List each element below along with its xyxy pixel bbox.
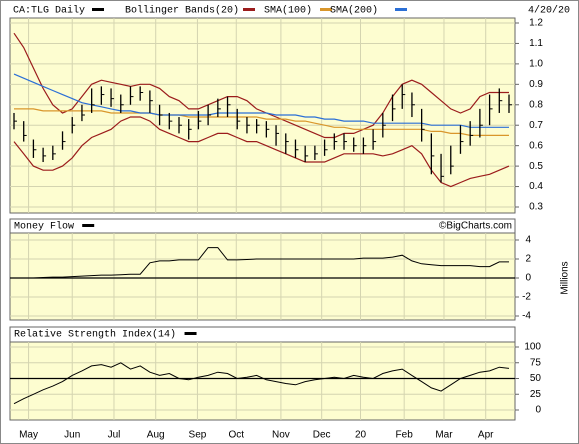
x-tick-label: Apr xyxy=(478,430,494,441)
panel-title: Money Flow xyxy=(14,221,74,233)
x-tick-label: Dec xyxy=(313,430,331,441)
plot-area xyxy=(9,17,516,214)
x-tick-label: May xyxy=(19,430,38,441)
y-tick-label: 25 xyxy=(530,389,542,400)
legend-swatch xyxy=(82,224,95,227)
chart-title: CA:TLG Daily xyxy=(13,5,85,17)
legend-label: SMA(100) xyxy=(264,5,312,17)
legend-swatch xyxy=(184,332,197,335)
y-tick-label: 1.0 xyxy=(529,59,543,70)
legend-swatch xyxy=(243,8,255,11)
legend-swatch xyxy=(395,8,407,11)
x-tick-label: 20 xyxy=(355,430,367,441)
sma-line xyxy=(14,108,509,136)
y-tick-label: -4 xyxy=(522,311,531,322)
y-axis-label: Millions xyxy=(560,261,571,294)
x-tick-label: Oct xyxy=(228,430,244,441)
y-tick-label: 4 xyxy=(525,235,531,246)
y-tick-label: 0.5 xyxy=(529,161,543,172)
y-tick-label: 75 xyxy=(530,357,542,368)
y-tick-label: 0 xyxy=(535,405,541,416)
source-note: ©BigCharts.com xyxy=(439,221,512,232)
y-tick-label: 1.2 xyxy=(529,18,543,29)
x-tick-label: Sep xyxy=(189,430,207,441)
legend-swatch xyxy=(320,8,332,11)
x-tick-label: Nov xyxy=(272,430,290,441)
y-tick-label: 2 xyxy=(525,254,531,265)
y-tick-label: 0.4 xyxy=(529,181,543,192)
y-tick-label: -2 xyxy=(522,292,531,303)
sma-line xyxy=(13,73,509,128)
legend-swatch xyxy=(92,8,104,11)
chart-date: 4/20/20 xyxy=(528,5,570,17)
legend-label: Bollinger Bands(20) xyxy=(125,5,239,17)
y-tick-label: 0.8 xyxy=(529,99,543,110)
y-tick-label: 50 xyxy=(530,373,542,384)
plot-area xyxy=(9,341,516,421)
y-tick-label: 0.6 xyxy=(529,140,543,151)
plot-area xyxy=(9,232,516,321)
x-tick-label: Jun xyxy=(64,430,80,441)
y-tick-label: 0 xyxy=(525,273,531,284)
y-tick-label: 100 xyxy=(524,342,541,353)
bollinger-band xyxy=(13,116,510,188)
y-tick-label: 0.3 xyxy=(529,202,543,213)
indicator-line xyxy=(14,247,509,279)
y-tick-label: 0.9 xyxy=(529,79,543,90)
x-tick-label: Feb xyxy=(396,430,414,441)
y-tick-label: 1.1 xyxy=(529,38,543,49)
indicator-line xyxy=(13,362,510,405)
panel-title: Relative Strength Index(14) xyxy=(14,329,176,341)
x-tick-label: Mar xyxy=(435,430,453,441)
legend-label: SMA(200) xyxy=(330,5,378,17)
bollinger-band xyxy=(13,32,509,139)
x-tick-label: Jul xyxy=(108,430,121,441)
y-tick-label: 0.7 xyxy=(529,120,543,131)
x-tick-label: Aug xyxy=(147,430,165,441)
